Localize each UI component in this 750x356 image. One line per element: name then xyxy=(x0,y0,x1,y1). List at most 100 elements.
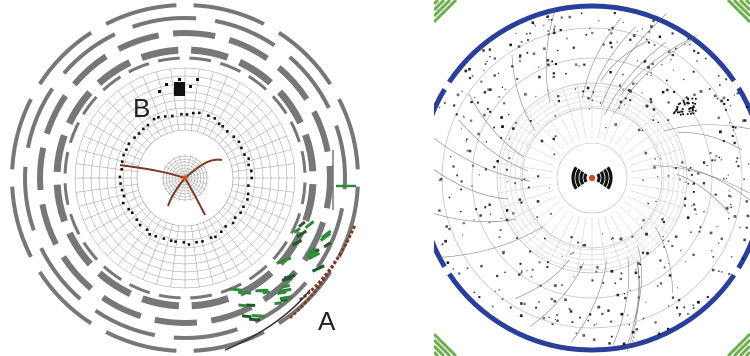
detector-segment xyxy=(25,87,55,149)
detector-segment xyxy=(290,212,302,235)
detector-hit xyxy=(554,319,556,321)
grid-ring xyxy=(471,57,713,299)
detector-hit xyxy=(674,235,678,239)
tracker-hit xyxy=(247,157,250,160)
detector-hit xyxy=(619,277,622,281)
detector-hit xyxy=(608,28,611,31)
particle-track xyxy=(184,177,206,216)
faint-track xyxy=(434,137,531,182)
detector-hit xyxy=(543,47,546,50)
tracker-hit xyxy=(221,124,224,128)
detector-hit xyxy=(500,116,503,119)
detector-hit xyxy=(589,313,592,316)
tracker-hit xyxy=(120,188,124,192)
detector-segment xyxy=(248,264,268,281)
tracker-hit xyxy=(152,117,156,121)
cluster-hit xyxy=(691,108,694,111)
detector-hit xyxy=(523,178,526,181)
tracker-hit xyxy=(127,142,131,145)
shower-hit xyxy=(291,238,303,247)
detector-hit xyxy=(519,56,521,59)
vertex-spoke xyxy=(164,177,186,191)
tracker-hit xyxy=(195,240,198,244)
detector-hit xyxy=(505,218,509,222)
detector-hit xyxy=(556,314,559,317)
detector-segment xyxy=(140,46,179,61)
detector-hit xyxy=(726,98,729,101)
detector-hit xyxy=(465,140,467,142)
cluster-hit xyxy=(680,110,683,113)
shower-hit xyxy=(238,303,247,308)
detector-hit xyxy=(642,28,644,30)
detector-hit xyxy=(538,66,540,68)
detector-hit xyxy=(706,295,709,299)
detector-hit xyxy=(448,228,451,231)
detector-hit xyxy=(613,11,616,15)
detector-hit xyxy=(687,182,690,185)
detector-segment xyxy=(210,304,253,324)
detector-hit xyxy=(515,237,518,240)
detector-hit xyxy=(572,46,575,49)
detector-hit xyxy=(483,91,487,94)
particle-track xyxy=(119,164,186,179)
cluster-hit xyxy=(682,113,684,116)
corner-mark xyxy=(434,332,458,356)
cluster-hit xyxy=(678,111,681,114)
faint-track xyxy=(600,40,649,82)
detector-hit xyxy=(733,215,737,218)
detector-hit xyxy=(629,38,632,41)
detector-hit xyxy=(698,230,701,233)
detector-segment xyxy=(60,255,94,291)
grid-spoke xyxy=(524,206,564,246)
detector-hit xyxy=(743,238,746,242)
detector-hit xyxy=(623,293,626,295)
shower-hit xyxy=(238,290,252,295)
outer-ring-arc xyxy=(736,239,750,270)
detector-hit xyxy=(438,209,441,212)
cluster-hit xyxy=(688,102,690,105)
detector-hit xyxy=(687,313,689,315)
detector-hit xyxy=(685,261,687,263)
detector-hit xyxy=(676,287,678,289)
detector-hit xyxy=(501,298,504,300)
detector-hit xyxy=(739,226,741,229)
detector-hit xyxy=(610,46,613,49)
faint-track xyxy=(434,169,509,200)
grid-spoke xyxy=(627,195,677,222)
detector-hit xyxy=(646,38,648,41)
detector-hit xyxy=(529,250,532,253)
cluster-hit xyxy=(189,85,192,88)
detector-hit xyxy=(637,262,640,265)
detector-hit xyxy=(716,225,718,228)
detector-hit xyxy=(677,298,681,302)
detector-hit xyxy=(675,47,677,50)
detector-hit xyxy=(548,90,550,92)
grid-spoke xyxy=(535,101,569,146)
tracker-hit xyxy=(207,114,210,117)
detector-hit xyxy=(519,314,523,317)
shower-hit xyxy=(311,264,325,273)
detector-hit xyxy=(614,123,618,126)
cluster-hit xyxy=(691,109,694,112)
tracker-hit xyxy=(174,240,177,243)
detector-hit xyxy=(602,43,605,46)
detector-hit xyxy=(470,100,473,104)
faint-track xyxy=(676,173,730,215)
detector-hit xyxy=(686,216,690,219)
detector-hit xyxy=(494,290,497,292)
detector-hit xyxy=(675,109,678,112)
detector-segment xyxy=(288,55,331,109)
detector-hit xyxy=(521,270,523,272)
detector-hit xyxy=(622,21,624,23)
detector-hit xyxy=(650,25,653,28)
detector-hit xyxy=(553,29,555,31)
detector-hit xyxy=(667,101,670,104)
grid-spoke xyxy=(576,84,586,139)
corner-mark xyxy=(744,350,750,356)
detector-hit xyxy=(602,282,605,284)
detector-hit xyxy=(633,336,635,338)
detector-hit xyxy=(500,136,503,139)
detector-hit xyxy=(723,102,726,105)
detector-hit xyxy=(642,179,644,181)
detector-segment xyxy=(302,133,317,172)
